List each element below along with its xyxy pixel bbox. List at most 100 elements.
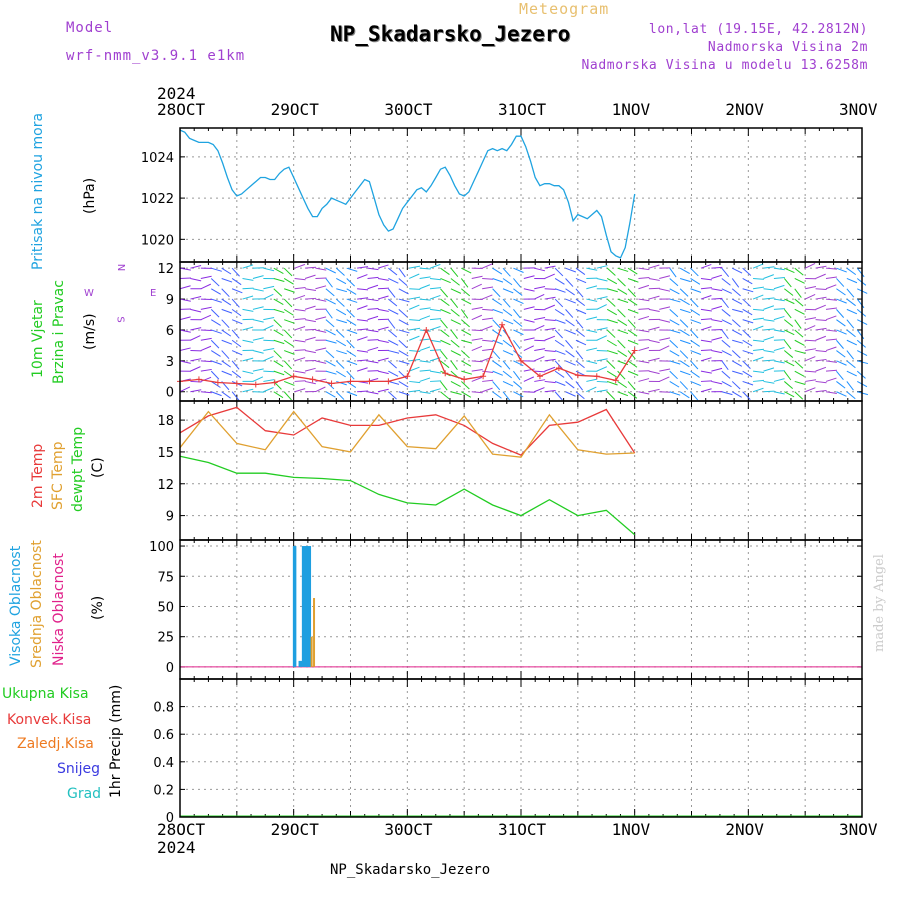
wind-arrow bbox=[554, 350, 566, 355]
wind-arrow bbox=[846, 370, 857, 377]
wind-arrow bbox=[492, 319, 501, 329]
wind-arrow bbox=[836, 360, 847, 366]
wind-arrow bbox=[825, 284, 837, 290]
wind-arrow bbox=[700, 380, 712, 382]
wind-arrow bbox=[565, 309, 574, 318]
wind-arrow bbox=[575, 381, 584, 391]
wind-arrow bbox=[440, 339, 451, 346]
wind-arrow bbox=[586, 360, 598, 364]
wind-arrow bbox=[210, 319, 221, 326]
wind-arrow bbox=[283, 267, 293, 277]
wind-arrow bbox=[659, 376, 670, 382]
wind-arrow bbox=[534, 356, 545, 362]
wind-arrow bbox=[773, 339, 785, 341]
wind-arrow bbox=[430, 380, 442, 382]
wind-arrow bbox=[856, 329, 865, 340]
wind-arrow bbox=[242, 388, 254, 393]
wind-arrow bbox=[586, 285, 598, 290]
wind-arrow bbox=[440, 391, 450, 400]
wind-arrow bbox=[763, 328, 775, 331]
wind-arrow bbox=[388, 298, 398, 307]
wind-arrow bbox=[523, 368, 535, 372]
wind-arrow bbox=[273, 339, 285, 345]
wind-arrow bbox=[461, 267, 472, 274]
wind-arrow bbox=[430, 277, 442, 281]
wind-arrow bbox=[304, 319, 316, 323]
y-tick-label: 1024 bbox=[141, 151, 174, 166]
y-tick-label: 1022 bbox=[141, 192, 174, 207]
wind-arrow bbox=[690, 380, 701, 387]
wind-arrow bbox=[263, 387, 274, 393]
wind-arrow bbox=[419, 360, 431, 363]
cloud-mid-bar bbox=[313, 598, 316, 667]
wind-arrow bbox=[794, 298, 804, 307]
wind-arrow bbox=[471, 306, 483, 310]
wind-arrow bbox=[773, 391, 785, 395]
wind-speed-marker bbox=[195, 376, 202, 383]
wind-arrow bbox=[794, 370, 805, 377]
wind-arrow bbox=[409, 380, 421, 384]
wind-arrow bbox=[721, 391, 733, 396]
wind-arrow bbox=[783, 309, 792, 319]
wind-arrow bbox=[648, 287, 660, 290]
wind-arrow bbox=[753, 348, 765, 352]
wind-arrow bbox=[325, 360, 336, 367]
wind-arrow bbox=[450, 391, 462, 396]
wind-arrow bbox=[440, 267, 450, 275]
wind-arrow bbox=[388, 360, 397, 369]
wind-arrow bbox=[711, 380, 723, 385]
model-label: Model bbox=[66, 20, 114, 36]
wind-arrow bbox=[752, 294, 764, 300]
wind-arrow bbox=[825, 315, 837, 321]
day-label-top: 29OCT bbox=[270, 100, 319, 119]
wind-arrow bbox=[502, 288, 514, 294]
wind-arrow bbox=[565, 288, 575, 296]
station-title: NP_Skadarsko_Jezero bbox=[330, 22, 571, 46]
wind-arrow bbox=[679, 288, 689, 297]
wind-arrow bbox=[440, 278, 451, 284]
wind-arrow bbox=[263, 267, 275, 272]
temp-unit: (C) bbox=[90, 457, 106, 478]
wind-arrow bbox=[450, 360, 458, 371]
wind-arrow bbox=[627, 391, 638, 399]
wind-arrow bbox=[294, 370, 306, 374]
wind-arrow bbox=[523, 275, 535, 279]
wind-arrow bbox=[190, 308, 202, 313]
precip-legend-conv: Konvek.Kisa bbox=[7, 712, 92, 728]
wind-arrow bbox=[398, 267, 406, 278]
wind-speed-marker bbox=[612, 377, 619, 384]
wind-arrow bbox=[784, 319, 794, 327]
wind-arrow bbox=[252, 368, 264, 372]
wind-arrow bbox=[773, 298, 785, 302]
wind-arrow bbox=[534, 387, 545, 393]
wind-arrow bbox=[492, 370, 503, 376]
wind-arrow bbox=[565, 319, 575, 327]
wind-arrow bbox=[763, 305, 775, 310]
wind-arrow bbox=[388, 308, 399, 315]
wind-arrow bbox=[679, 350, 689, 359]
wind-arrow bbox=[721, 329, 729, 340]
wind-arrow bbox=[836, 298, 847, 304]
wind-arrow bbox=[679, 391, 690, 399]
wind-arrow bbox=[742, 329, 751, 338]
wind-arrow bbox=[335, 360, 345, 369]
wind-arrow bbox=[606, 339, 617, 347]
day-label-bottom: 31OCT bbox=[498, 820, 547, 839]
wind-arrow bbox=[377, 357, 389, 362]
wind-arrow bbox=[221, 339, 233, 345]
wind-arrow bbox=[357, 319, 369, 322]
wind-arrow bbox=[231, 391, 240, 401]
wind-arrow bbox=[523, 306, 535, 310]
wind-arrow bbox=[284, 319, 295, 324]
wind-arrow bbox=[721, 278, 731, 286]
wind-arrow bbox=[283, 339, 294, 347]
wind-arrow bbox=[773, 378, 785, 382]
wind-arrow bbox=[325, 309, 333, 319]
wind-arrow bbox=[429, 339, 442, 343]
wind-arrow bbox=[690, 360, 699, 370]
day-label-bottom: 1NOV bbox=[611, 820, 651, 839]
wind-arrow bbox=[367, 360, 379, 364]
wind-arrow bbox=[481, 263, 493, 269]
wind-arrow bbox=[450, 308, 460, 317]
wind-arrow bbox=[534, 339, 546, 342]
